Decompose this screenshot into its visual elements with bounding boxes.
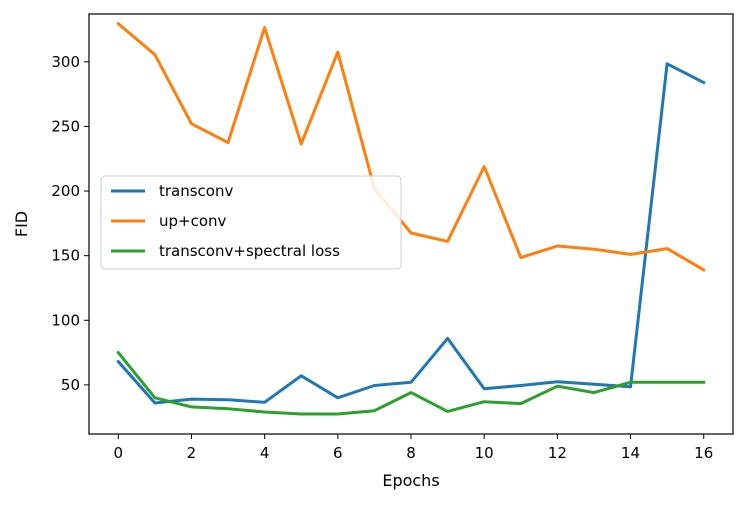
legend-label-2: transconv+spectral loss (159, 242, 340, 260)
series-line-2 (116, 350, 706, 416)
y-tick-label: 300 (51, 53, 80, 71)
x-tick-label: 4 (260, 444, 270, 462)
x-tick-label: 0 (113, 444, 123, 462)
x-tick-label: 14 (621, 444, 640, 462)
x-tick-label: 16 (694, 444, 713, 462)
legend-frame (100, 175, 402, 270)
series-line-0 (116, 62, 706, 405)
y-tick-label: 150 (51, 247, 80, 265)
x-tick-label: 12 (548, 444, 567, 462)
legend: transconv up+conv transconv+spectral loss (100, 175, 402, 270)
legend-label-1: up+conv (159, 212, 227, 230)
series-layer (116, 21, 706, 416)
y-axis-ticks: 50 100 150 200 250 300 (51, 53, 89, 394)
x-tick-label: 10 (475, 444, 494, 462)
series-line-1 (116, 21, 706, 272)
x-axis-label: Epochs (382, 471, 439, 490)
x-tick-label: 6 (333, 444, 343, 462)
y-tick-label: 50 (61, 376, 80, 394)
x-axis-ticks: 0 2 4 6 8 10 12 14 16 (113, 434, 713, 462)
x-tick-label: 8 (406, 444, 416, 462)
plot-frame (88, 13, 734, 435)
y-tick-label: 100 (51, 311, 80, 329)
y-axis-label: FID (12, 211, 31, 237)
y-tick-label: 250 (51, 117, 80, 135)
y-tick-label: 200 (51, 182, 80, 200)
legend-items: transconv up+conv transconv+spectral loss (111, 182, 340, 260)
legend-label-0: transconv (159, 182, 233, 200)
x-tick-label: 2 (187, 444, 197, 462)
